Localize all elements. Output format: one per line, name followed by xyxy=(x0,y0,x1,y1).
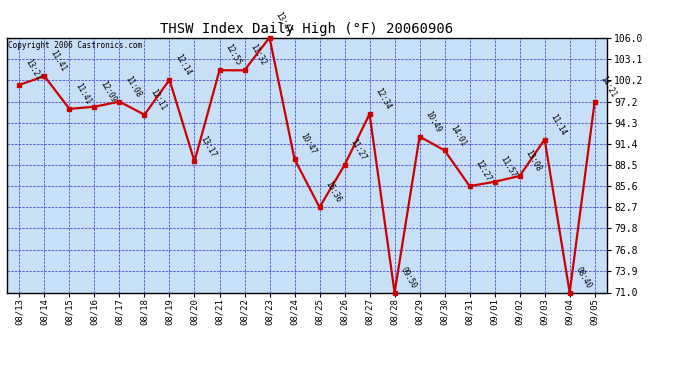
Text: 11:41: 11:41 xyxy=(74,82,93,106)
Text: 14:01: 14:01 xyxy=(448,123,468,148)
Text: 12:27: 12:27 xyxy=(474,159,493,183)
Text: 08:40: 08:40 xyxy=(574,265,593,290)
Text: 12:11: 12:11 xyxy=(148,87,168,112)
Text: 10:47: 10:47 xyxy=(299,132,318,156)
Text: 11:32: 11:32 xyxy=(248,43,268,68)
Text: 11:57: 11:57 xyxy=(499,154,518,179)
Text: 12:09: 12:09 xyxy=(99,80,118,104)
Text: 11:27: 11:27 xyxy=(348,138,368,162)
Text: 14:21: 14:21 xyxy=(599,74,618,99)
Text: 09:50: 09:50 xyxy=(399,265,418,290)
Text: 13:08: 13:08 xyxy=(524,148,543,173)
Text: 13:47: 13:47 xyxy=(274,10,293,35)
Title: THSW Index Daily High (°F) 20060906: THSW Index Daily High (°F) 20060906 xyxy=(161,22,453,36)
Text: 10:49: 10:49 xyxy=(424,109,443,134)
Text: 11:14: 11:14 xyxy=(549,112,568,137)
Text: 13:17: 13:17 xyxy=(199,134,218,159)
Text: 16:36: 16:36 xyxy=(324,180,343,204)
Text: 11:41: 11:41 xyxy=(48,49,68,74)
Text: 12:55: 12:55 xyxy=(224,43,243,68)
Text: 12:14: 12:14 xyxy=(174,53,193,77)
Text: 13:21: 13:21 xyxy=(23,57,43,82)
Text: 12:34: 12:34 xyxy=(374,87,393,111)
Text: Copyright 2006 Castronics.com: Copyright 2006 Castronics.com xyxy=(8,41,142,50)
Text: 11:08: 11:08 xyxy=(124,74,143,99)
